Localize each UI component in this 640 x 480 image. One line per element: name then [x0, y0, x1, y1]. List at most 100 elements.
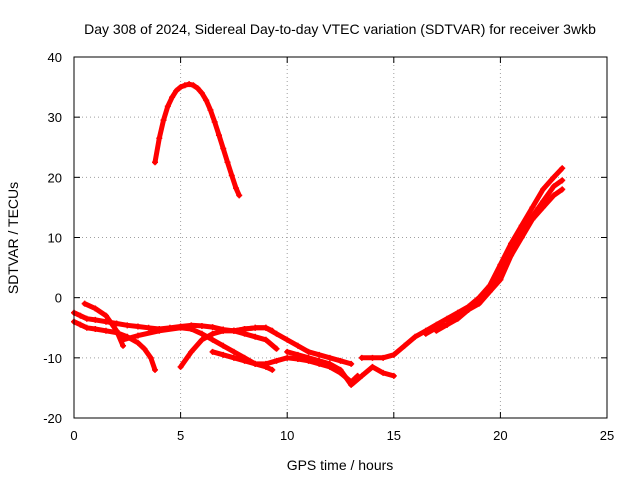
x-tick-label: 20 [493, 428, 507, 443]
data-point [358, 354, 365, 361]
data-point [454, 315, 461, 322]
data-point [550, 174, 557, 181]
data-point [294, 351, 301, 358]
data-point [220, 342, 227, 349]
data-point [152, 159, 159, 166]
data-point [177, 84, 184, 91]
data-point [273, 357, 280, 364]
x-tick-label: 0 [70, 428, 77, 443]
data-point [380, 354, 387, 361]
data-point [92, 325, 99, 332]
data-point [273, 345, 280, 352]
data-point [358, 372, 365, 379]
x-tick-label: 15 [387, 428, 401, 443]
data-point [252, 324, 259, 331]
data-point [316, 357, 323, 364]
data-point [211, 118, 218, 125]
data-point [241, 357, 248, 364]
data-point [220, 351, 227, 358]
data-point [559, 186, 566, 193]
data-point [120, 336, 127, 343]
y-tick-label: -10 [43, 351, 62, 366]
data-point [412, 333, 419, 340]
data-point [220, 327, 227, 334]
data-point [198, 330, 205, 337]
series-line [359, 165, 565, 361]
data-point [284, 336, 291, 343]
data-point [198, 90, 205, 97]
data-point [113, 327, 120, 334]
data-point [181, 82, 188, 89]
data-point [198, 336, 205, 343]
y-tick-label: 40 [48, 50, 62, 65]
data-point [164, 103, 171, 110]
data-point [186, 81, 193, 88]
data-point [113, 320, 120, 327]
data-point [203, 97, 210, 104]
data-point [444, 321, 451, 328]
data-point [147, 354, 154, 361]
data-point [305, 354, 312, 361]
data-point [156, 327, 163, 334]
data-point [233, 185, 240, 192]
data-point [92, 316, 99, 323]
data-point [262, 360, 269, 367]
data-point [465, 306, 472, 313]
data-point [252, 333, 259, 340]
data-point [559, 165, 566, 172]
data-point [348, 360, 355, 367]
data-point [380, 369, 387, 376]
data-point [486, 285, 493, 292]
data-point [92, 305, 99, 312]
data-point [269, 366, 276, 373]
series-arc-h [284, 348, 397, 388]
data-point [529, 204, 536, 211]
x-tick-label: 5 [177, 428, 184, 443]
data-point [559, 177, 566, 184]
data-point [207, 106, 214, 113]
data-point [169, 94, 176, 101]
data-point [284, 348, 291, 355]
data-point [173, 87, 180, 94]
x-tick-label: 25 [600, 428, 614, 443]
data-point [209, 324, 216, 331]
data-point [326, 360, 333, 367]
data-point [476, 297, 483, 304]
data-point [177, 363, 184, 370]
data-point [134, 332, 141, 339]
data-point [83, 315, 90, 322]
data-point [209, 336, 216, 343]
ticks: 0 5 10 15 20 25 -20 -10 0 10 20 30 40 [43, 50, 614, 443]
data-point [252, 360, 259, 367]
data-point [550, 183, 557, 190]
data-point [156, 135, 163, 142]
data-point [337, 366, 344, 373]
data-point [444, 315, 451, 322]
data-point [241, 325, 248, 332]
data-point [220, 145, 227, 152]
data-point [152, 366, 159, 373]
data-point [390, 372, 397, 379]
data-point [236, 192, 243, 199]
data-point [228, 172, 235, 179]
data-point [348, 381, 355, 388]
data-point [215, 132, 222, 139]
y-axis-label: SDTVAR / TECUs [5, 182, 21, 294]
data-point [369, 354, 376, 361]
x-axis-label: GPS time / hours [287, 457, 394, 473]
data-point [369, 363, 376, 370]
data-point [77, 312, 84, 319]
data-point [188, 325, 195, 332]
data-point [83, 324, 90, 331]
data-point [316, 351, 323, 358]
y-tick-label: -20 [43, 411, 62, 426]
series-arc-peak [152, 81, 243, 199]
data-point [81, 300, 88, 307]
series-arc-k [433, 177, 566, 334]
data-point [120, 342, 127, 349]
data-point [209, 330, 216, 337]
data-point [529, 213, 536, 220]
data-point [190, 82, 197, 89]
data-point [433, 327, 440, 334]
